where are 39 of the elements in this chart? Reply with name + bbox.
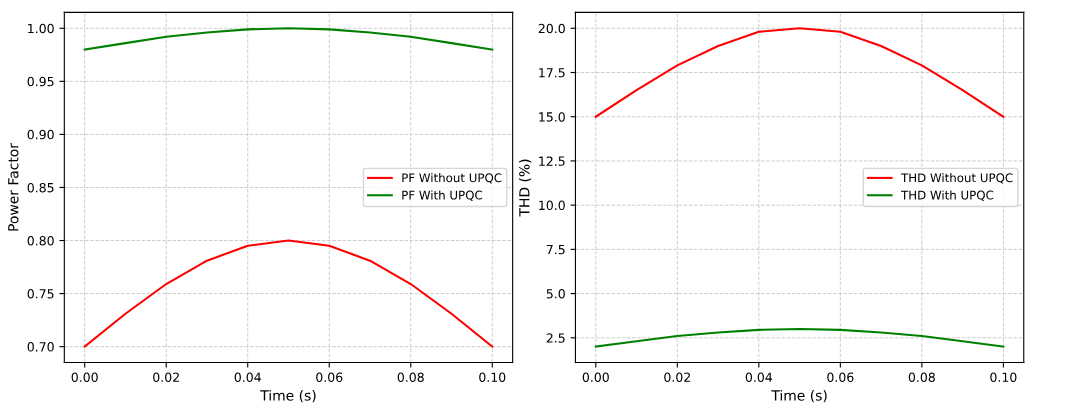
line-series — [83, 27, 494, 51]
x-tick-label: 0.02 — [153, 372, 179, 382]
x-tick-label: 0.00 — [582, 372, 609, 382]
x-tick-label: 0.02 — [664, 372, 690, 382]
x-tick-label: 0.10 — [479, 372, 506, 382]
x-tick-label: 0.06 — [827, 372, 854, 382]
x-tick-label: 0.08 — [908, 372, 935, 382]
x-tick-label: 0.00 — [71, 372, 98, 382]
line-series — [594, 327, 1005, 348]
y-tick-label: 0.90 — [27, 129, 54, 140]
y-tick-label: 5.0 — [546, 289, 565, 299]
y-tick-label: 2.5 — [546, 333, 565, 343]
y-tick-label: 7.5 — [546, 245, 565, 255]
line-series — [594, 27, 1005, 118]
x-tick-label: 0.06 — [316, 372, 343, 382]
line-series — [83, 239, 494, 348]
y-axis-title: Power Factor — [8, 143, 19, 231]
y-tick-label: 10.0 — [539, 200, 565, 211]
y-tick-label: 17.5 — [539, 68, 565, 78]
y-axis-title: THD (%) — [518, 159, 532, 217]
legend-label: PF With UPQC — [402, 190, 483, 201]
y-tick-label: 20.0 — [538, 23, 565, 34]
y-tick-label: 0.75 — [27, 289, 54, 299]
y-tick-label: 12.5 — [539, 156, 565, 166]
y-tick-label: 0.70 — [27, 342, 54, 352]
x-tick-label: 0.04 — [234, 372, 261, 382]
y-tick-label: 1.00 — [28, 23, 54, 34]
legend-label: THD With UPQC — [900, 190, 994, 201]
x-axis-title: Time (s) — [260, 389, 316, 403]
y-tick-label: 15.0 — [539, 112, 565, 122]
y-tick-label: 0.85 — [27, 182, 54, 193]
x-tick-label: 0.08 — [397, 372, 424, 382]
y-tick-label: 0.95 — [27, 76, 54, 87]
x-axis-title: Time (s) — [771, 389, 827, 403]
legend-label: PF Without UPQC — [402, 173, 502, 184]
y-tick-label: 0.80 — [27, 235, 54, 246]
x-tick-label: 0.04 — [745, 372, 773, 382]
x-tick-label: 0.10 — [990, 372, 1017, 382]
legend-label: THD Without UPQC — [900, 173, 1013, 184]
